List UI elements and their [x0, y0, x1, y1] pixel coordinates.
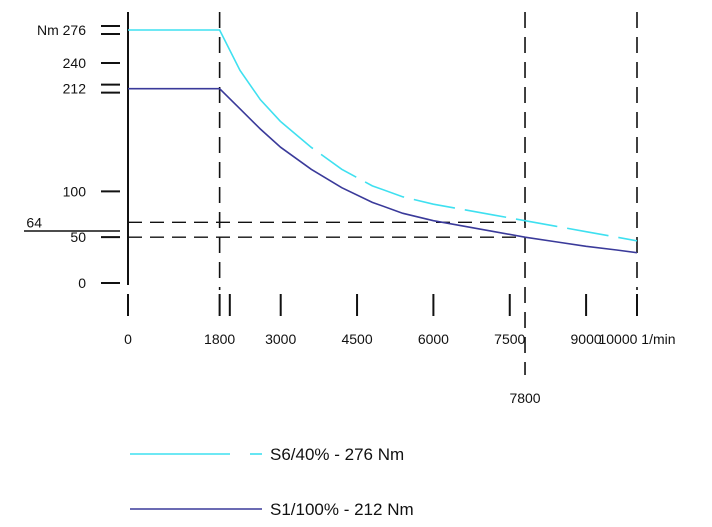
series-0-solid: [128, 29, 282, 123]
tick-labels: 0 50 64 100 212 240 Nm 276 0 1800 3000 4500 6000 750…: [26, 22, 675, 406]
y-tick-label-100: 100: [63, 183, 87, 199]
x-tick-label-1800: 1800: [204, 331, 235, 347]
legend-label-1: S1/100% - 212 Nm: [270, 500, 414, 519]
series-0-dashed: [280, 121, 638, 242]
x-tick-label-6000: 6000: [418, 331, 449, 347]
legend: S6/40% - 276 Nm S1/100% - 212 Nm: [130, 445, 414, 519]
reference-lines: [128, 12, 638, 375]
y-tick-label-0: 0: [78, 275, 86, 291]
y-tick-label-64: 64: [26, 214, 42, 230]
x-tick-label-4500: 4500: [341, 331, 372, 347]
series-layer: [128, 29, 638, 254]
x-extra-label-7800: 7800: [509, 390, 540, 406]
y-tick-label-50: 50: [70, 229, 86, 245]
y-tick-label-276: Nm 276: [37, 22, 86, 38]
x-tick-label-0: 0: [124, 331, 132, 347]
y-tick-label-212: 212: [63, 81, 87, 97]
y-tick-label-240: 240: [63, 55, 87, 71]
legend-label-0: S6/40% - 276 Nm: [270, 445, 404, 464]
x-tick-label-9000: 9000: [571, 331, 602, 347]
series-1-line: [128, 87, 638, 254]
x-tick-label-3000: 3000: [265, 331, 296, 347]
axes: [24, 12, 638, 316]
x-tick-label-7500: 7500: [494, 331, 525, 347]
x-tick-label-10000: 10000 1/min: [598, 331, 675, 347]
